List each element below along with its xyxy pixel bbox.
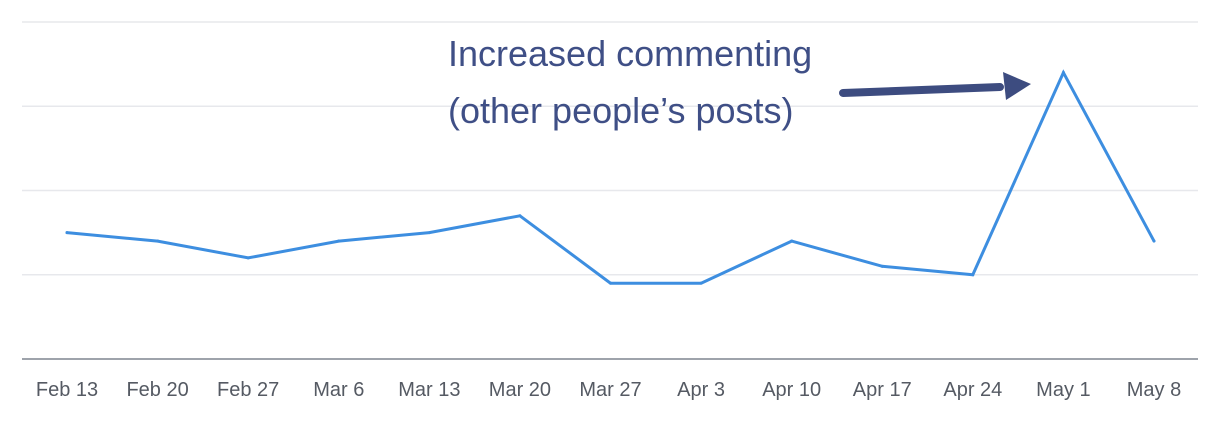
x-tick-label: Mar 27 [579, 379, 641, 401]
data-point [65, 231, 69, 235]
x-tick-label: Apr 24 [943, 379, 1002, 401]
x-tick-label: Feb 27 [217, 379, 279, 401]
data-point [337, 239, 341, 243]
data-point [1152, 239, 1156, 243]
arrow-shaft [839, 83, 1004, 97]
data-point [790, 239, 794, 243]
data-point [427, 231, 431, 235]
annotation-arrow [839, 72, 1031, 100]
x-tick-label: May 1 [1036, 379, 1090, 401]
x-tick-label: Feb 20 [126, 379, 188, 401]
label-layer: Feb 13 Feb 20 Feb 27 Mar 6 Mar 13 Mar 20 Mar 2… [36, 379, 1181, 401]
x-tick-label: Mar 6 [313, 379, 364, 401]
data-point [609, 281, 612, 285]
data-point [156, 239, 160, 243]
grid-layer [22, 21, 1198, 276]
data-point [1061, 71, 1065, 75]
annotation-line-2: (other people’s posts) [448, 90, 794, 131]
arrow-head [1003, 72, 1031, 100]
annotation-line-1: Increased commenting [448, 33, 812, 74]
x-tick-label: Apr 10 [762, 379, 821, 401]
x-tick-label: Feb 13 [36, 379, 98, 401]
x-tick-label: May 8 [1127, 379, 1181, 401]
x-tick-label: Mar 13 [398, 379, 460, 401]
annotation-layer: Increased commenting (other people’s pos… [448, 33, 1031, 131]
data-point [971, 273, 975, 277]
data-point [518, 214, 522, 218]
series-layer [65, 69, 1156, 285]
data-point [699, 281, 703, 285]
x-tick-label: Apr 17 [853, 379, 912, 401]
x-tick-label: Apr 3 [677, 379, 725, 401]
data-point [246, 256, 250, 260]
data-point [880, 264, 884, 268]
x-tick-label: Mar 20 [489, 379, 551, 401]
